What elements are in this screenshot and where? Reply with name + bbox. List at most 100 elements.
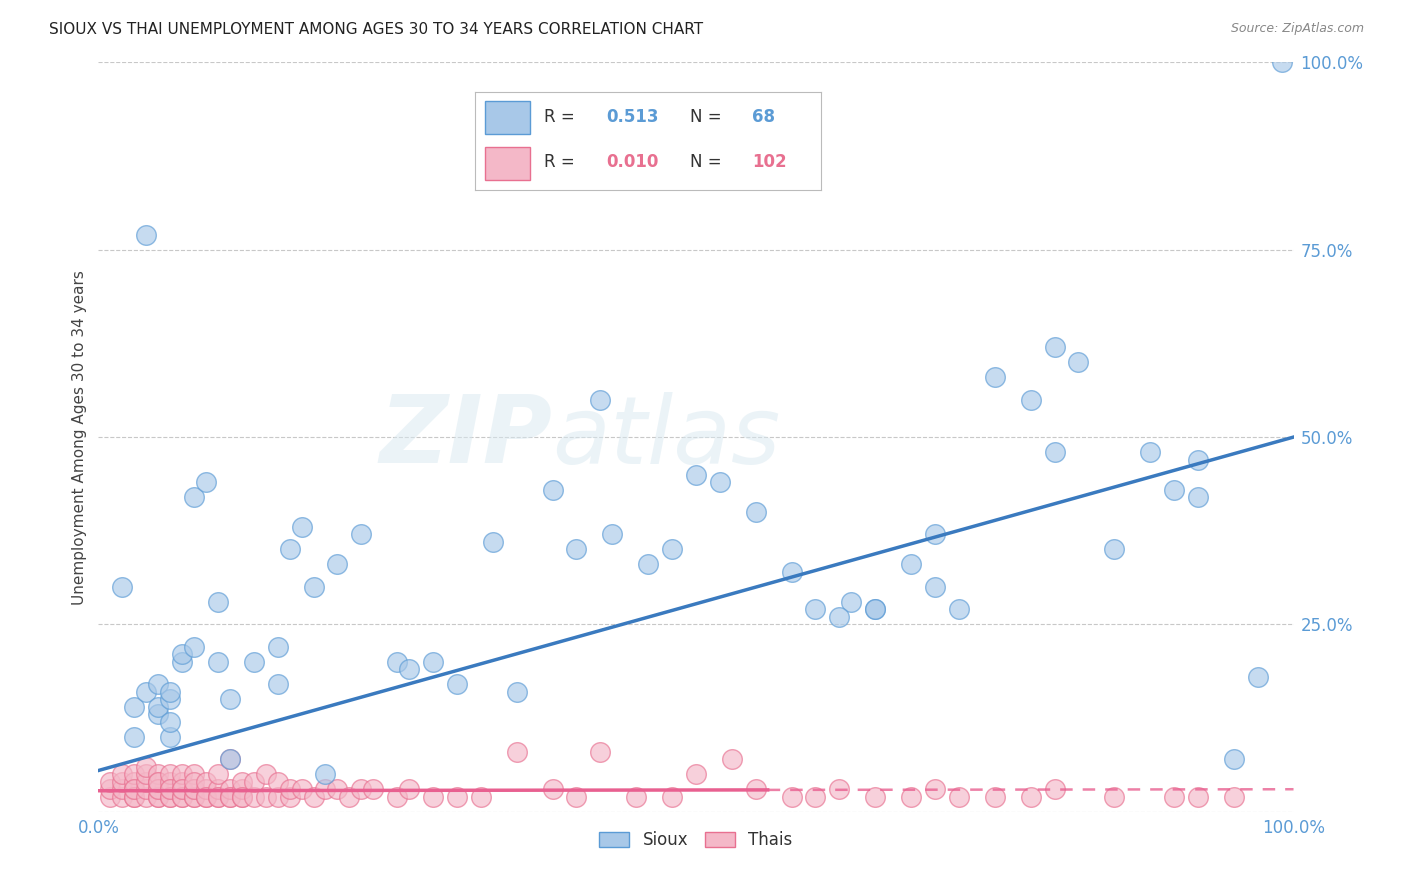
Point (948, 602, 970, 616)
Point (195, 774, 218, 789)
Point (183, 774, 205, 789)
Point (243, 774, 266, 789)
Point (363, 782, 385, 797)
Point (267, 789, 290, 804)
Point (278, 542, 301, 557)
Point (1187, 452, 1209, 467)
Point (924, 580, 946, 594)
Point (231, 782, 253, 797)
Point (1019, 392, 1042, 407)
Point (254, 767, 277, 781)
Point (195, 789, 218, 804)
Point (135, 685, 157, 699)
Point (159, 730, 181, 744)
Point (948, 789, 970, 804)
Point (1163, 483, 1185, 497)
Point (900, 558, 922, 572)
Point (506, 685, 529, 699)
Point (98, 774, 122, 789)
Point (148, 789, 170, 804)
Point (398, 662, 420, 676)
Point (637, 558, 659, 572)
Point (124, 767, 146, 781)
Point (111, 774, 134, 789)
Point (339, 789, 361, 804)
Point (231, 789, 253, 804)
Point (900, 789, 922, 804)
Point (135, 774, 157, 789)
Point (172, 789, 194, 804)
Point (589, 392, 612, 407)
Text: ZIP: ZIP (380, 391, 553, 483)
Point (661, 789, 683, 804)
Point (446, 789, 468, 804)
Point (745, 505, 768, 519)
Point (1104, 789, 1126, 804)
Point (278, 789, 301, 804)
Point (172, 767, 194, 781)
Point (148, 774, 170, 789)
Point (148, 782, 170, 797)
Point (207, 782, 229, 797)
Point (422, 789, 444, 804)
Point (195, 789, 218, 804)
Point (350, 527, 373, 541)
Point (780, 565, 803, 579)
Point (159, 692, 181, 706)
Point (159, 782, 181, 797)
Point (207, 767, 229, 781)
Point (148, 707, 170, 722)
Point (1043, 445, 1066, 459)
Point (111, 782, 134, 797)
Point (291, 782, 314, 797)
Point (195, 475, 218, 489)
Point (267, 677, 290, 691)
Point (98, 789, 122, 804)
Point (135, 767, 157, 781)
Point (219, 692, 242, 706)
Point (350, 782, 373, 797)
Text: SIOUX VS THAI UNEMPLOYMENT AMONG AGES 30 TO 34 YEARS CORRELATION CHART: SIOUX VS THAI UNEMPLOYMENT AMONG AGES 30… (49, 22, 703, 37)
Point (924, 527, 946, 541)
Point (804, 789, 827, 804)
Point (385, 789, 409, 804)
Point (1019, 789, 1042, 804)
Point (1139, 445, 1161, 459)
Point (159, 789, 181, 804)
Point (183, 767, 205, 781)
Point (1187, 490, 1209, 504)
Point (267, 640, 290, 654)
Point (446, 677, 468, 691)
Point (243, 789, 266, 804)
Point (111, 580, 134, 594)
Point (865, 602, 887, 616)
Point (626, 789, 648, 804)
Point (111, 767, 134, 781)
Point (984, 789, 1007, 804)
Point (267, 774, 290, 789)
Point (602, 527, 624, 541)
Point (124, 699, 146, 714)
Point (148, 789, 170, 804)
Point (865, 602, 887, 616)
Point (135, 782, 157, 797)
Point (924, 782, 946, 797)
Y-axis label: Unemployment Among Ages 30 to 34 years: Unemployment Among Ages 30 to 34 years (72, 269, 87, 605)
Point (231, 774, 253, 789)
Point (159, 767, 181, 781)
Point (1223, 752, 1246, 766)
Point (1067, 355, 1090, 369)
Point (148, 774, 170, 789)
Point (183, 490, 205, 504)
Point (745, 782, 768, 797)
Point (385, 655, 409, 669)
Point (219, 789, 242, 804)
Point (124, 730, 146, 744)
Point (865, 789, 887, 804)
Point (124, 782, 146, 797)
Point (183, 640, 205, 654)
Point (685, 467, 707, 482)
Point (231, 789, 253, 804)
Point (124, 774, 146, 789)
Point (841, 595, 863, 609)
